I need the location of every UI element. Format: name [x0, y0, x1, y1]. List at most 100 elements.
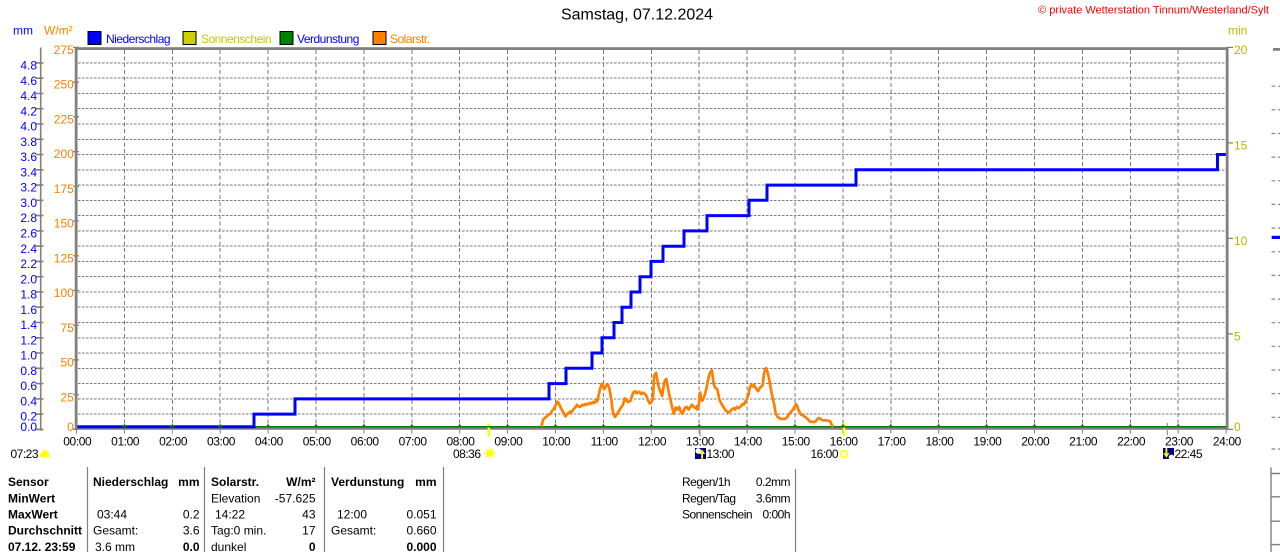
svg-text:08:00: 08:00 — [446, 435, 475, 449]
svg-text:11:00: 11:00 — [591, 435, 619, 449]
svg-text:50: 50 — [60, 356, 74, 370]
svg-text:4.6: 4.6 — [20, 74, 37, 88]
svg-text:0.8: 0.8 — [20, 364, 37, 378]
svg-text:3.6: 3.6 — [20, 150, 37, 164]
svg-text:3.8: 3.8 — [20, 135, 37, 149]
svg-text:01:00: 01:00 — [111, 435, 140, 449]
svg-text:3.6 mm: 3.6 mm — [95, 540, 135, 552]
svg-text:Samstag, 07.12.2024: Samstag, 07.12.2024 — [561, 7, 713, 24]
svg-text:17:00: 17:00 — [878, 435, 907, 449]
svg-text:Sonnenschein: Sonnenschein — [201, 32, 271, 46]
svg-text:14:00: 14:00 — [734, 435, 763, 449]
svg-text:Sensor: Sensor — [8, 475, 49, 489]
svg-text:19:00: 19:00 — [973, 435, 1002, 449]
svg-text:03:00: 03:00 — [207, 435, 236, 449]
svg-text:3.6: 3.6 — [183, 524, 200, 538]
svg-text:2.0: 2.0 — [20, 272, 37, 286]
svg-text:0: 0 — [1234, 420, 1241, 434]
svg-text:0.4: 0.4 — [20, 395, 37, 409]
svg-text:0.0: 0.0 — [183, 540, 200, 552]
svg-text:00:00: 00:00 — [63, 435, 92, 449]
svg-text:1.2: 1.2 — [20, 333, 37, 347]
svg-text:Niederschlag: Niederschlag — [106, 32, 170, 46]
svg-text:04:00: 04:00 — [255, 435, 284, 449]
svg-text:25: 25 — [60, 390, 74, 404]
svg-text:mm: mm — [415, 475, 436, 489]
svg-text:12:00: 12:00 — [638, 435, 667, 449]
svg-text:2.4: 2.4 — [20, 242, 37, 256]
svg-text:08:36: 08:36 — [453, 447, 481, 461]
svg-text:Regen/1h: Regen/1h — [682, 475, 730, 489]
svg-text:0.2: 0.2 — [20, 410, 37, 424]
svg-text:07.12. 23:59: 07.12. 23:59 — [8, 540, 76, 552]
svg-text:10:00: 10:00 — [542, 435, 571, 449]
svg-text:21:00: 21:00 — [1069, 435, 1098, 449]
svg-text:13:00: 13:00 — [686, 435, 715, 449]
svg-text:3.2: 3.2 — [20, 181, 37, 195]
svg-text:Sonnenschein: Sonnenschein — [682, 508, 752, 522]
svg-text:0.2: 0.2 — [183, 508, 200, 522]
svg-text:dunkel: dunkel — [211, 540, 246, 552]
svg-text:12:00: 12:00 — [337, 508, 367, 522]
svg-text:0.051: 0.051 — [406, 508, 436, 522]
svg-text:20:00: 20:00 — [1021, 435, 1050, 449]
svg-text:100: 100 — [54, 286, 74, 300]
svg-text:Gesamt:: Gesamt: — [93, 524, 138, 538]
svg-text:Tag:0 min.: Tag:0 min. — [211, 524, 266, 538]
svg-text:275: 275 — [54, 43, 74, 57]
svg-text:22:00: 22:00 — [1117, 435, 1146, 449]
svg-text:1.6: 1.6 — [20, 303, 37, 317]
svg-text:© private Wetterstation Tinnum: © private Wetterstation Tinnum/Westerlan… — [1038, 5, 1269, 17]
svg-text:175: 175 — [54, 182, 74, 196]
svg-text:3.6mm: 3.6mm — [756, 491, 791, 505]
svg-text:-57.625: -57.625 — [275, 491, 316, 505]
svg-text:250: 250 — [54, 78, 74, 92]
svg-text:05:00: 05:00 — [303, 435, 332, 449]
svg-text:22:45: 22:45 — [1175, 447, 1203, 461]
svg-text:3.4: 3.4 — [20, 165, 37, 179]
svg-text:2.2: 2.2 — [20, 257, 37, 271]
svg-text:20: 20 — [1234, 43, 1248, 57]
svg-text:Solarstr.: Solarstr. — [211, 475, 259, 489]
svg-text:1.4: 1.4 — [20, 318, 37, 332]
svg-text:43: 43 — [302, 508, 316, 522]
svg-text:23:00: 23:00 — [1165, 435, 1194, 449]
svg-text:min: min — [1228, 24, 1247, 38]
svg-text:4.4: 4.4 — [20, 89, 37, 103]
svg-text:0.0: 0.0 — [20, 420, 37, 434]
svg-text:18:00: 18:00 — [925, 435, 954, 449]
svg-text:03:44: 03:44 — [97, 508, 127, 522]
svg-text:13:00: 13:00 — [707, 447, 735, 461]
svg-text:02:00: 02:00 — [159, 435, 188, 449]
svg-text:Niederschlag: Niederschlag — [93, 475, 168, 489]
svg-text:125: 125 — [54, 251, 74, 265]
svg-text:10: 10 — [1234, 234, 1248, 248]
svg-text:Elevation: Elevation — [211, 491, 260, 505]
svg-text:0: 0 — [309, 540, 316, 552]
svg-text:Regen/Tag: Regen/Tag — [682, 491, 736, 505]
svg-text:Gesamt:: Gesamt: — [331, 524, 376, 538]
svg-text:W/m²: W/m² — [286, 475, 315, 489]
svg-text:Verdunstung: Verdunstung — [331, 475, 404, 489]
svg-text:0.2mm: 0.2mm — [756, 475, 791, 489]
svg-text:2.6: 2.6 — [20, 227, 37, 241]
svg-text:MaxWert: MaxWert — [8, 508, 58, 522]
svg-text:200: 200 — [54, 147, 74, 161]
svg-text:150: 150 — [54, 217, 74, 231]
svg-text:07:00: 07:00 — [399, 435, 428, 449]
svg-text:16:00: 16:00 — [811, 447, 839, 461]
svg-text:Verdunstung: Verdunstung — [297, 32, 359, 46]
svg-text:0: 0 — [67, 420, 74, 434]
svg-text:0:00h: 0:00h — [762, 508, 790, 522]
svg-text:75: 75 — [60, 321, 74, 335]
svg-text:16:00: 16:00 — [830, 435, 859, 449]
svg-text:mm: mm — [13, 24, 33, 38]
svg-text:4.2: 4.2 — [20, 104, 37, 118]
svg-text:W/m²: W/m² — [44, 24, 73, 38]
svg-text:0.000: 0.000 — [406, 540, 436, 552]
svg-text:Durchschnitt: Durchschnitt — [8, 524, 82, 538]
svg-text:225: 225 — [54, 113, 74, 127]
svg-text:07:23: 07:23 — [11, 447, 39, 461]
svg-text:14:22: 14:22 — [215, 508, 245, 522]
svg-text:17: 17 — [302, 524, 316, 538]
